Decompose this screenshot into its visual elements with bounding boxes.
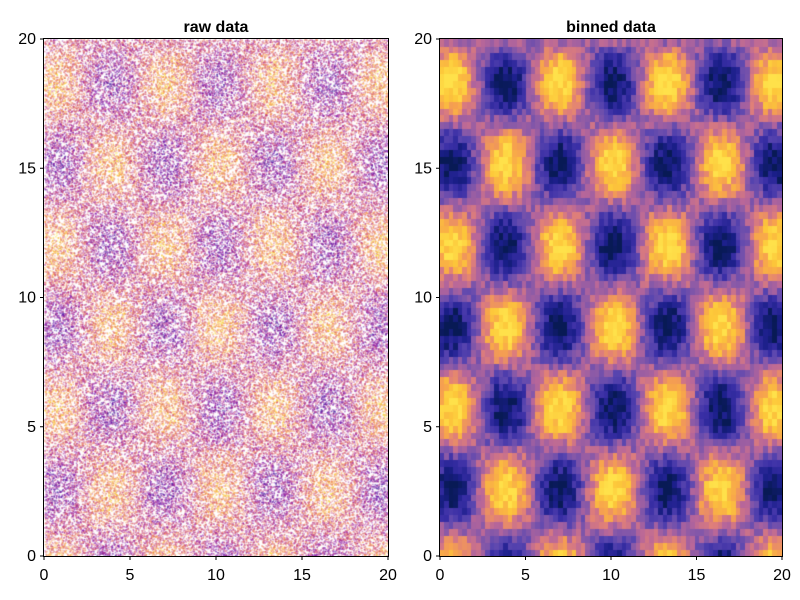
y-tick-label: 10 [414, 290, 432, 307]
y-tick-label: 10 [18, 290, 36, 307]
y-tick-label: 0 [27, 548, 36, 565]
y-tick-label: 5 [27, 419, 36, 436]
x-tick-label: 15 [688, 567, 706, 584]
binned-data-axes: 0 5 10 15 20 0 5 10 15 20 [414, 31, 791, 584]
x-tick-label: 10 [207, 567, 225, 584]
y-tick-label: 0 [423, 548, 432, 565]
x-tick-label: 20 [773, 567, 791, 584]
raw-data-axes: 0 5 10 15 20 0 5 10 15 20 [18, 31, 397, 584]
raw-data-title: raw data [184, 19, 249, 36]
raw-data-panel: raw data 0 5 10 15 20 0 5 10 15 20 [18, 19, 397, 584]
y-tick-label: 15 [414, 160, 432, 177]
raw-data-scatter [44, 39, 388, 556]
binned-data-title: binned data [566, 19, 656, 36]
x-tick-label: 15 [293, 567, 311, 584]
binned-data-panel: binned data 0 5 10 15 20 0 5 10 15 20 [414, 19, 791, 584]
x-tick-label: 5 [521, 567, 530, 584]
y-tick-label: 15 [18, 160, 36, 177]
y-tick-label: 5 [423, 419, 432, 436]
binned-data-heatmap [440, 39, 782, 556]
x-tick-label: 5 [126, 567, 135, 584]
y-tick-label: 20 [18, 31, 36, 48]
x-tick-label: 20 [379, 567, 397, 584]
x-tick-label: 0 [436, 567, 445, 584]
x-tick-label: 0 [40, 567, 49, 584]
y-tick-label: 20 [414, 31, 432, 48]
x-tick-label: 10 [602, 567, 620, 584]
